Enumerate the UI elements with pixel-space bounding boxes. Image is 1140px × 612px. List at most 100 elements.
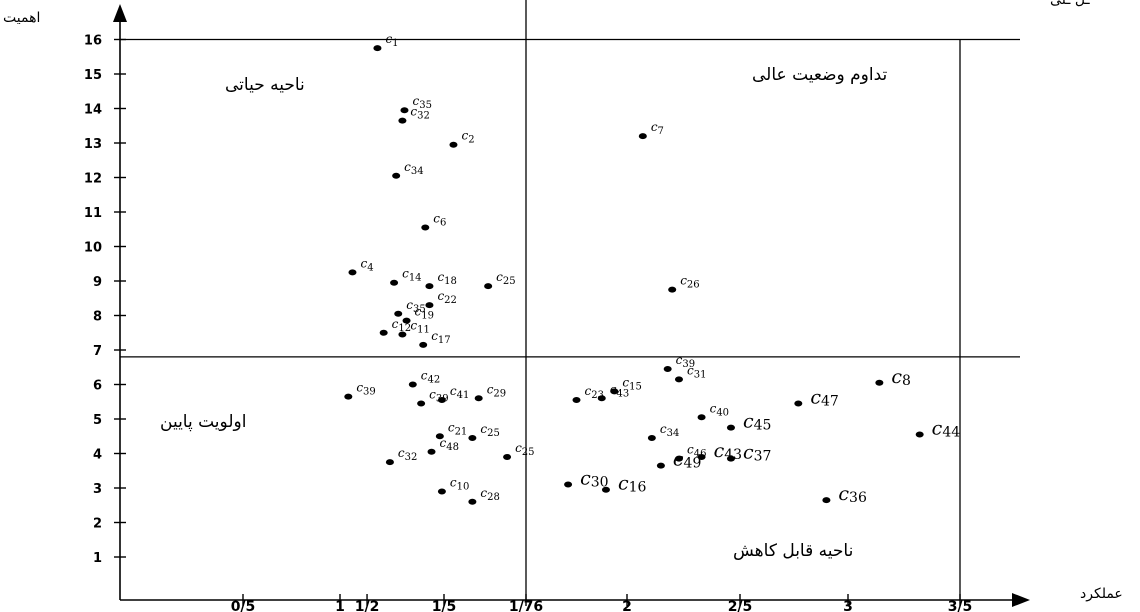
data-point	[392, 172, 401, 179]
top-partial-text: ـل ـلی	[1050, 0, 1090, 8]
data-point-label: c8	[891, 366, 911, 389]
data-point-label: c32	[398, 446, 417, 463]
data-point-label: c25	[480, 422, 499, 439]
x-ticks: 0/5 1 1/2 1/5 1/76 2 2/5 3 3/5	[231, 594, 973, 612]
data-point-label: c12	[392, 317, 411, 334]
data-point	[572, 397, 581, 404]
data-point-label: c30	[580, 468, 608, 491]
data-point	[638, 133, 647, 140]
data-point	[726, 455, 735, 462]
data-point	[668, 286, 677, 293]
data-point-label: c32	[410, 105, 429, 122]
y-tick-label: 14	[84, 103, 102, 118]
x-tick-label: 3/5	[948, 599, 973, 612]
data-point	[417, 400, 426, 407]
data-point-label: c47	[810, 386, 838, 409]
data-point-label: c21	[448, 420, 467, 437]
region-low-priority-label: اولویت پایین	[160, 412, 246, 432]
data-point-label: c26	[680, 274, 699, 291]
data-point	[348, 269, 357, 276]
data-point	[398, 117, 407, 124]
x-tick-label: 1/76	[509, 599, 543, 612]
y-tick-label: 2	[93, 517, 102, 532]
data-point-label: c19	[415, 305, 434, 322]
y-axis-label: اهمیت	[3, 10, 40, 26]
data-point-label: c31	[687, 363, 706, 380]
data-point-label: c28	[480, 486, 499, 503]
data-point	[385, 459, 394, 466]
x-tick-label: 2	[622, 599, 632, 612]
data-point-label: c14	[402, 267, 421, 284]
data-point	[474, 395, 483, 402]
x-tick-label: 0/5	[231, 599, 256, 612]
y-tick-label: 9	[93, 275, 102, 290]
data-point	[421, 224, 430, 231]
x-axis-label: عملکرد	[1080, 586, 1123, 602]
data-point-label: c39	[356, 381, 375, 398]
data-point	[400, 107, 409, 114]
data-point-label: c44	[932, 418, 961, 441]
data-point	[425, 302, 434, 309]
x-tick-label: 3	[843, 599, 853, 612]
data-point	[435, 433, 444, 440]
data-point	[915, 431, 924, 438]
data-point	[656, 462, 665, 469]
y-tick-label: 16	[84, 34, 102, 49]
data-point	[437, 488, 446, 495]
data-point-label: c37	[743, 442, 771, 465]
y-tick-label: 1	[93, 551, 102, 566]
data-point	[419, 341, 428, 348]
y-tick-label: 11	[84, 206, 102, 221]
data-point	[379, 329, 388, 336]
data-point	[674, 455, 683, 462]
y-tick-label: 12	[84, 172, 102, 187]
data-point	[697, 414, 706, 421]
data-point-label: c17	[431, 329, 450, 346]
y-tick-label: 15	[84, 68, 102, 83]
data-point-label: c25	[515, 441, 534, 458]
y-tick-label: 8	[93, 310, 102, 325]
data-point	[373, 45, 382, 52]
data-point-label: c35	[406, 298, 425, 315]
data-point-label: c1	[385, 32, 398, 49]
y-tick-label: 7	[93, 344, 102, 359]
data-point-label: c18	[437, 270, 456, 287]
data-point	[425, 283, 434, 290]
data-point	[597, 395, 606, 402]
data-point-label: c16	[618, 473, 647, 496]
data-point	[344, 393, 353, 400]
data-point-label: c40	[710, 401, 729, 418]
y-axis-arrow	[113, 4, 127, 22]
data-point-label: c15	[622, 375, 641, 392]
x-tick-label: 2/5	[728, 599, 753, 612]
data-point-label: c23	[585, 384, 604, 401]
y-tick-label: 6	[93, 379, 102, 394]
data-point	[394, 310, 403, 317]
data-point	[408, 381, 417, 388]
data-point	[503, 453, 512, 460]
region-possible-overkill-label: ناحیه قابل کاهش	[733, 541, 853, 561]
y-tick-label: 10	[84, 241, 102, 256]
data-point-label: c34	[404, 160, 423, 177]
data-point-label: c42	[421, 369, 440, 386]
x-tick-label: 1/2	[355, 599, 380, 612]
data-point-label: c35	[412, 94, 431, 111]
data-point	[398, 331, 407, 338]
data-point-label: c41	[450, 384, 469, 401]
data-point	[390, 279, 399, 286]
data-point-label: c39	[676, 353, 695, 370]
data-point	[468, 498, 477, 505]
data-point-label: c48	[440, 436, 459, 453]
data-point-label: c4	[360, 256, 373, 273]
y-tick-label: 5	[93, 413, 102, 428]
data-point-label: c29	[487, 382, 506, 399]
data-point-label: c11	[410, 318, 429, 335]
data-point	[875, 379, 884, 386]
data-point	[726, 424, 735, 431]
data-point-label: c36	[838, 483, 867, 506]
data-point-label: c34	[660, 422, 679, 439]
data-point	[601, 486, 610, 493]
data-point-label: c43	[610, 382, 629, 399]
